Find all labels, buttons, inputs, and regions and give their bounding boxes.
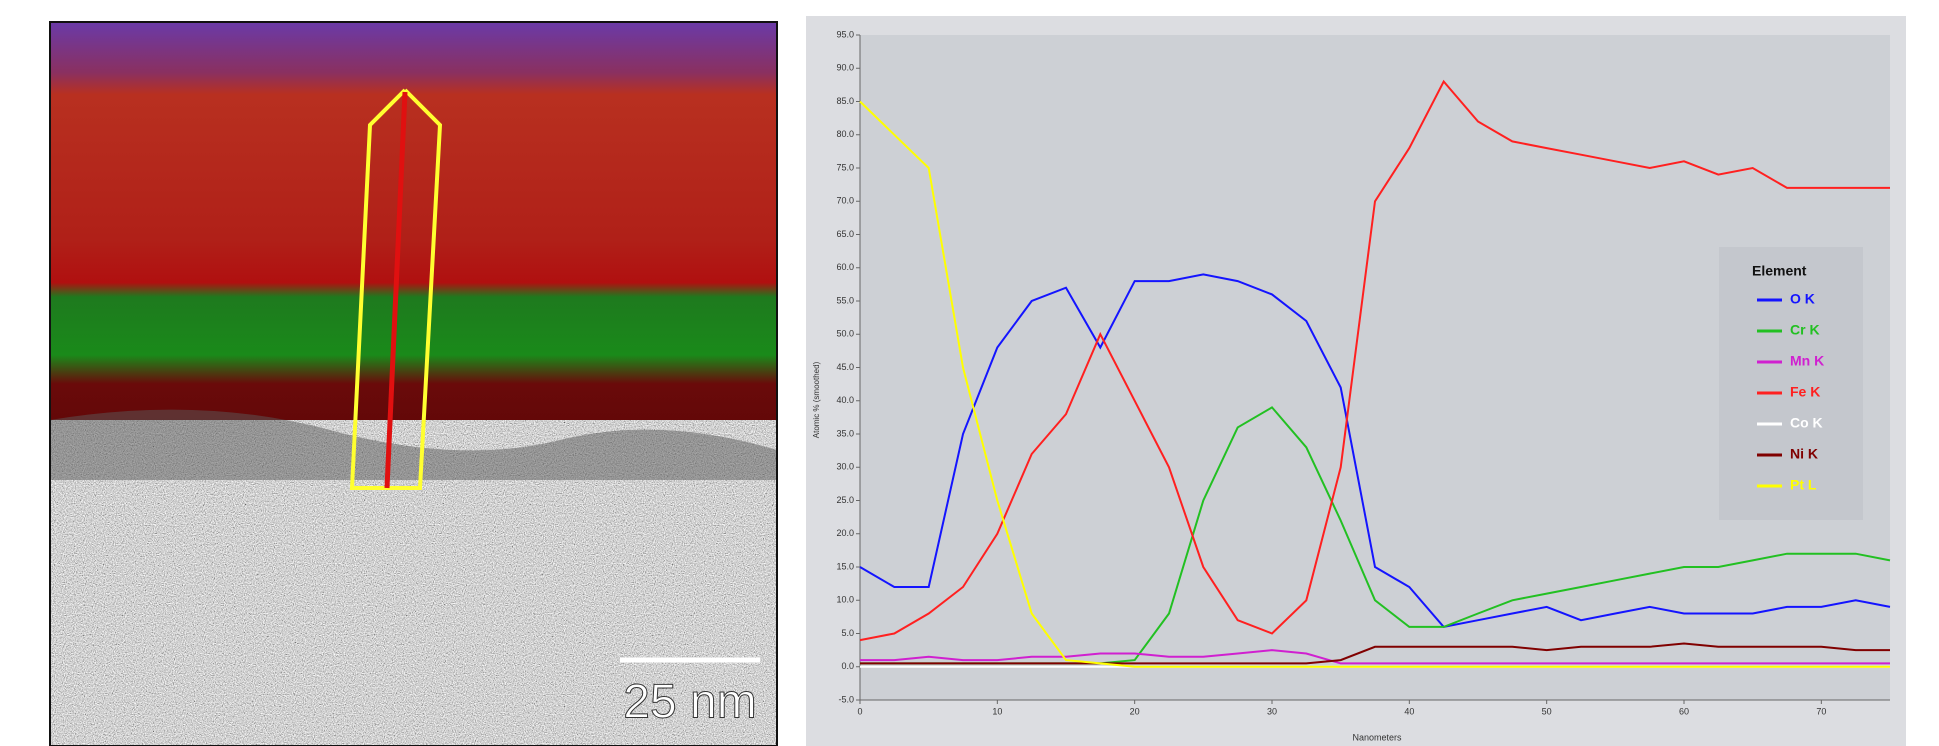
- legend-label: Pt L: [1790, 477, 1817, 493]
- x-tick-label: 60: [1679, 706, 1689, 716]
- micrograph: 25 nm: [49, 21, 778, 746]
- y-tick-label: 95.0: [836, 29, 854, 39]
- legend-label: Ni K: [1790, 446, 1818, 462]
- y-tick-label: 0.0: [841, 661, 854, 671]
- y-tick-label: 75.0: [836, 162, 854, 172]
- x-tick-label: 0: [857, 706, 862, 716]
- series-line: [859, 100, 1890, 668]
- y-tick-label: 25.0: [836, 495, 854, 505]
- line-scan-box: [349, 88, 443, 490]
- legend-label: Cr K: [1790, 322, 1820, 338]
- legend-label: Fe K: [1790, 384, 1820, 400]
- series-line: [860, 649, 1890, 665]
- y-tick-label: 60.0: [836, 262, 854, 272]
- y-tick-label: 45.0: [836, 362, 854, 372]
- x-tick-label: 50: [1542, 706, 1552, 716]
- y-tick-label: 15.0: [836, 561, 854, 571]
- x-axis-label: Nanometers: [1352, 732, 1402, 742]
- line-scan: [384, 91, 408, 489]
- legend-title: Element: [1752, 263, 1807, 279]
- x-tick-label: 30: [1267, 706, 1277, 716]
- y-tick-label: 55.0: [836, 295, 854, 305]
- x-tick-label: 20: [1130, 706, 1140, 716]
- y-tick-label: 65.0: [836, 229, 854, 239]
- y-tick-label: 90.0: [836, 63, 854, 73]
- series-line: [859, 273, 1891, 628]
- legend-box: [1719, 247, 1863, 520]
- series-line: [860, 642, 1890, 665]
- y-tick-label: 70.0: [836, 196, 854, 206]
- micrograph-border: [49, 21, 778, 746]
- y-tick-label: 5.0: [841, 628, 854, 638]
- y-tick-label: 35.0: [836, 428, 854, 438]
- y-tick-label: 50.0: [836, 329, 854, 339]
- x-tick-label: 40: [1404, 706, 1414, 716]
- y-tick-label: 80.0: [836, 129, 854, 139]
- scale-bar-label: 25 nm: [623, 676, 756, 729]
- y-tick-label: -5.0: [838, 694, 854, 704]
- y-tick-label: 30.0: [836, 462, 854, 472]
- y-tick-label: 20.0: [836, 528, 854, 538]
- x-tick-label: 10: [992, 706, 1002, 716]
- y-axis-label: Atomic % (smoothed): [812, 361, 821, 438]
- interface: [50, 409, 777, 480]
- y-tick-label: 10.0: [836, 595, 854, 605]
- series-line: [859, 79, 1890, 642]
- y-tick-label: 85.0: [836, 96, 854, 106]
- legend-label: Mn K: [1790, 353, 1824, 369]
- legend-label: O K: [1790, 291, 1815, 307]
- plot-area: [860, 35, 1890, 700]
- x-tick-label: 70: [1816, 706, 1826, 716]
- y-tick-label: 40.0: [836, 395, 854, 405]
- legend-label: Co K: [1790, 415, 1823, 431]
